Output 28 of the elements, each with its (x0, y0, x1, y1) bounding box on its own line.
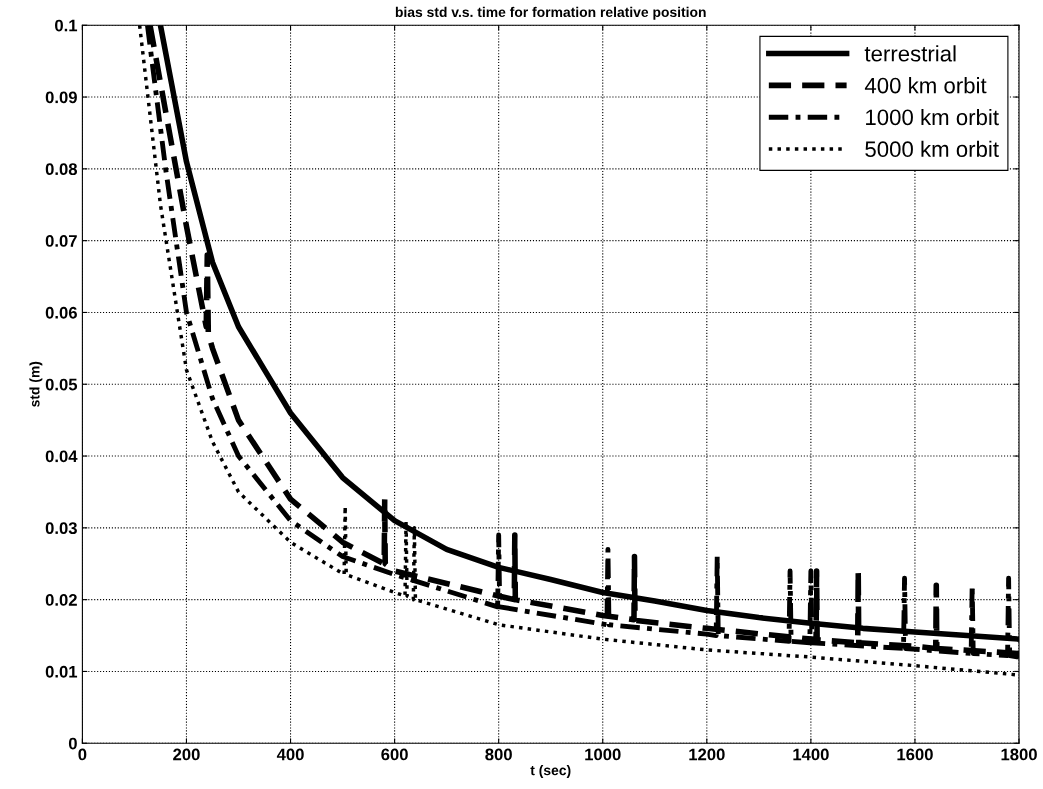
legend-label: 400 km orbit (864, 77, 987, 94)
legend-label: 1000 km orbit (866, 108, 999, 126)
y-tick-label: 0.09 (45, 91, 77, 104)
x-tick-label: 1800 (1001, 748, 1037, 761)
y-tick-label: 0.08 (45, 163, 78, 176)
x-tick-label: 1400 (793, 748, 829, 761)
chart-title: bias std v.s. time for formation relative position (395, 6, 706, 20)
x-tick-label: 0 (78, 748, 87, 761)
legend-label: terrestrial (864, 45, 956, 62)
x-tick-label: 400 (276, 748, 304, 761)
y-tick-label: 0.02 (45, 594, 77, 606)
x-tick-label: 1200 (689, 748, 725, 761)
y-tick-label: 0 (68, 737, 77, 750)
x-tick-label: 800 (485, 748, 512, 761)
x-tick-label: 1600 (897, 748, 933, 761)
y-tick-label: 0.04 (45, 450, 78, 463)
y-tick-label: 0.07 (45, 235, 77, 247)
y-tick-label: 0.1 (55, 19, 78, 32)
y-tick-label: 0.06 (45, 306, 77, 319)
y-tick-label: 0.01 (45, 665, 78, 678)
y-tick-label: 0.03 (45, 522, 77, 535)
y-axis-title: std (m) (29, 361, 43, 407)
x-tick-label: 200 (173, 748, 200, 761)
x-axis-title: t (sec) (530, 765, 571, 778)
y-tick-label: 0.05 (45, 378, 78, 391)
x-tick-label: 600 (381, 748, 408, 761)
x-tick-label: 1000 (585, 748, 621, 761)
legend-label: 5000 km orbit (865, 140, 999, 158)
